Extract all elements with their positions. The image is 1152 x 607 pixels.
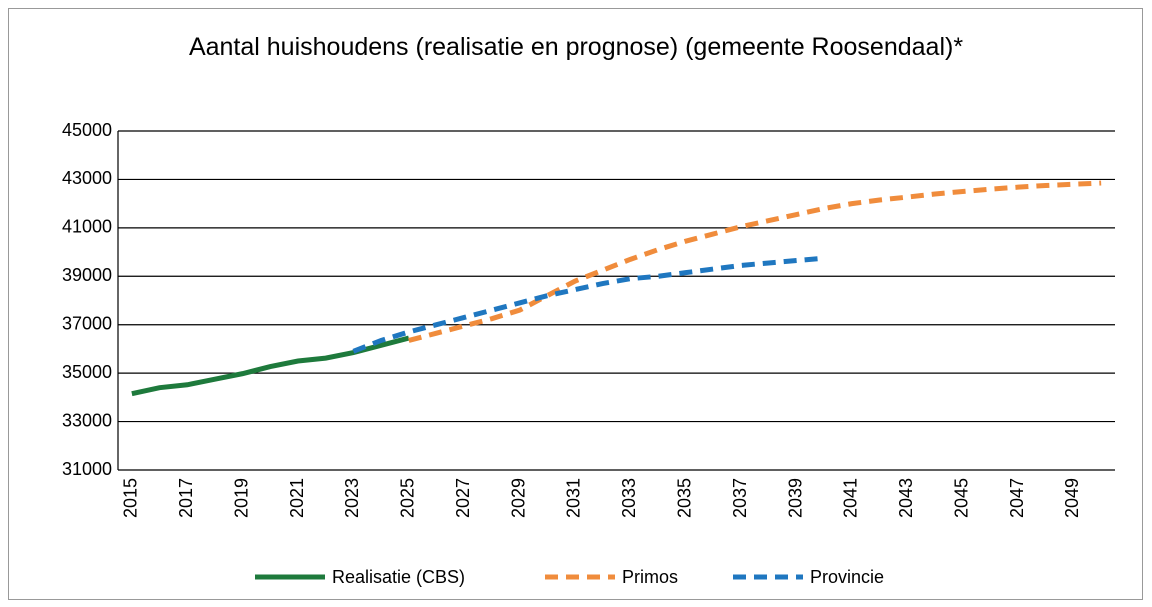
x-tick-label: 2047: [1007, 478, 1027, 518]
x-tick-label: 2031: [564, 478, 584, 518]
chart-border: [8, 8, 1143, 600]
x-tick-label: 2049: [1062, 478, 1082, 518]
x-tick-label: 2029: [508, 478, 528, 518]
chart-title: Aantal huishoudens (realisatie en progno…: [188, 33, 964, 61]
x-tick-label: 2015: [121, 478, 141, 518]
y-tick-label: 41000: [62, 217, 112, 237]
x-tick-label: 2035: [674, 478, 694, 518]
series-line: [408, 180, 1102, 343]
x-tick-label: 2039: [785, 478, 805, 518]
x-tick-label: 2019: [231, 478, 251, 518]
y-tick-label: 35000: [62, 362, 112, 382]
x-tick-label: 2037: [730, 478, 750, 518]
x-tick-label: 2041: [841, 478, 861, 518]
series-line: [352, 255, 825, 354]
x-tick-label: 2025: [398, 478, 418, 518]
x-tick-label: 2033: [619, 478, 639, 518]
x-tick-label: 2027: [453, 478, 473, 518]
y-tick-label: 31000: [62, 459, 112, 479]
y-tick-label: 45000: [62, 120, 112, 140]
legend-label: Primos: [622, 567, 678, 587]
x-tick-label: 2043: [896, 478, 916, 518]
legend-label: Provincie: [810, 567, 884, 587]
y-tick-label: 33000: [62, 410, 112, 430]
legend-label: Realisatie (CBS): [332, 567, 465, 587]
y-tick-label: 37000: [62, 313, 112, 333]
x-tick-label: 2045: [951, 478, 971, 518]
y-tick-label: 39000: [62, 265, 112, 285]
x-tick-label: 2017: [176, 478, 196, 518]
y-tick-label: 43000: [62, 168, 112, 188]
x-tick-label: 2021: [287, 478, 307, 518]
x-tick-label: 2023: [342, 478, 362, 518]
